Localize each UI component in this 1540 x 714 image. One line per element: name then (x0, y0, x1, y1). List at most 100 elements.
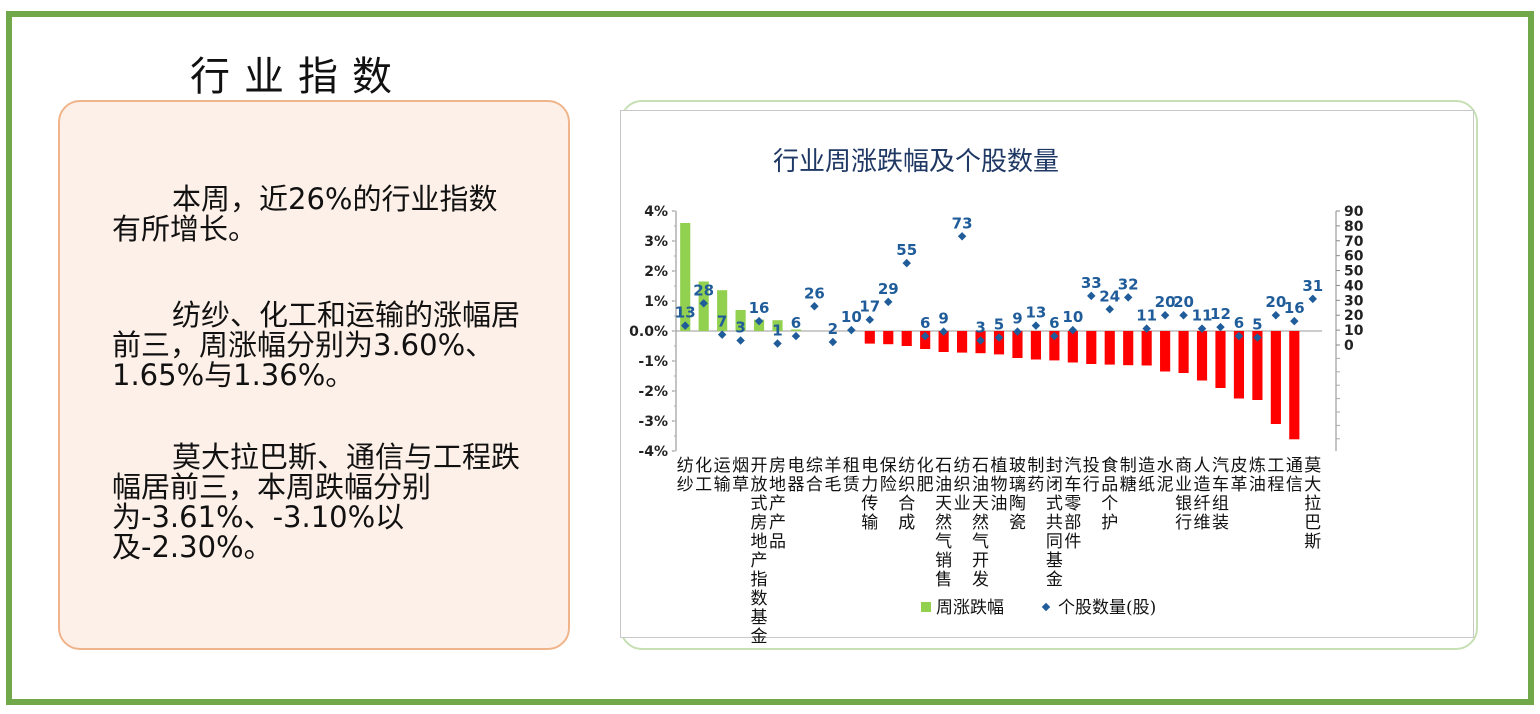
count-label-造纸: 11 (1136, 307, 1157, 325)
category-label-房地产: 房地产产品 (769, 456, 786, 552)
count-label-运输: 7 (717, 313, 727, 331)
count-point-石油天然气销售 (939, 327, 948, 336)
bar-通信 (1289, 331, 1300, 440)
bar-石油天然气销售 (938, 331, 949, 352)
count-point-通信 (1290, 316, 1299, 326)
count-point-水泥 (1160, 310, 1170, 320)
count-point-玻璃陶瓷 (1013, 327, 1022, 336)
summary-box: 本周，近26%的行业指数有所增长。 纺纱、化工和运输的涨幅居前三，周涨幅分别为3… (58, 100, 570, 650)
bar-玻璃陶瓷 (1012, 331, 1023, 358)
category-label-玻璃陶瓷: 玻璃陶瓷 (1009, 456, 1026, 533)
count-label-化工: 28 (693, 281, 714, 299)
count-label-化肥: 6 (920, 314, 930, 332)
count-point-皮革 (1234, 331, 1244, 341)
bar-商业银行 (1178, 331, 1189, 373)
count-point-炼油 (1253, 333, 1262, 342)
legend-dot-swatch (1041, 602, 1051, 612)
count-label-商业银行: 20 (1173, 293, 1194, 311)
count-label-炼油: 5 (1252, 316, 1262, 334)
category-label-开放式房地产指数基金: 开放式房地产指数基金 (751, 456, 768, 647)
count-label-房地产: 1 (772, 322, 782, 340)
count-point-羊毛 (828, 337, 838, 347)
bar-炼油 (1252, 331, 1263, 400)
count-label-玻璃陶瓷: 9 (1012, 310, 1022, 328)
bar-工程 (1270, 331, 1281, 424)
count-point-运输 (717, 330, 727, 339)
count-label-人造纤维: 11 (1192, 307, 1213, 325)
right-axis-tick-label: 50 (1344, 264, 1364, 280)
bar-皮革 (1233, 331, 1245, 399)
count-label-电力: 17 (859, 298, 880, 316)
count-point-化工 (699, 299, 708, 308)
bar-纺织 (901, 331, 912, 346)
count-point-食品 (1105, 305, 1114, 314)
category-label-造纸: 造纸 (1138, 456, 1155, 495)
category-label-保险: 保险 (880, 456, 897, 495)
count-label-电器: 6 (791, 314, 801, 332)
summary-paragraph-2: 纺纱、化工和运输的涨幅居前三，周涨幅分别为3.60%、1.65%与1.36%。 (112, 298, 521, 392)
right-axis-tick-label: 80 (1344, 219, 1364, 235)
bar-制药 (1030, 331, 1041, 360)
category-label-纺织: 纺织合成 (898, 456, 915, 533)
category-label-电力: 电力传输 (861, 456, 878, 533)
bar-水泥 (1160, 331, 1171, 372)
category-label-石油天然气销售: 石油天然气销售 (935, 456, 952, 590)
count-label-食品: 24 (1099, 287, 1120, 305)
left-axis-tick-label: -2% (638, 384, 668, 400)
category-label-租赁: 租赁 (843, 456, 860, 495)
bar-汽车零部件 (1067, 331, 1078, 363)
page-title: 行业指数 (190, 54, 406, 100)
category-label-化工: 化工 (695, 456, 712, 495)
right-axis-tick-label: 40 (1344, 278, 1364, 294)
category-label-商业银行: 商业银行 (1175, 456, 1192, 533)
count-point-开放式房地产指数基金 (754, 316, 764, 326)
category-label-汽车零部件: 汽车零部件 (1064, 456, 1081, 552)
count-point-房地产 (773, 339, 782, 348)
legend-dot-label: 个股数量(股) (1058, 598, 1156, 618)
legend-bar-swatch (921, 602, 931, 612)
count-label-纺纱: 13 (675, 304, 696, 322)
right-axis-tick-label: 60 (1344, 249, 1364, 265)
count-label-保险: 29 (878, 280, 899, 298)
count-label-石油天然气开发: 3 (975, 319, 985, 337)
category-label-电器: 电器 (787, 456, 804, 495)
right-axis-tick-label: 70 (1344, 234, 1364, 250)
summary-paragraph-3: 莫大拉巴斯、通信与工程跌幅居前三，本周跌幅分别为-3.61%、-3.10%以及-… (112, 440, 521, 564)
count-point-商业银行 (1179, 310, 1188, 320)
count-point-汽车组装 (1216, 322, 1225, 332)
count-point-电力 (865, 315, 875, 324)
bar-造纸 (1141, 331, 1152, 366)
count-point-化肥 (920, 331, 930, 341)
count-point-制药 (1031, 321, 1041, 330)
legend-bar-label: 周涨跌幅 (936, 598, 1004, 618)
count-point-造纸 (1142, 324, 1151, 333)
count-point-租赁 (847, 325, 856, 335)
right-axis-tick-label: 0 (1344, 338, 1354, 354)
count-label-羊毛: 2 (828, 320, 838, 338)
category-label-纺纱: 纺纱 (677, 456, 694, 495)
count-label-石油天然气销售: 9 (938, 310, 948, 328)
count-label-植物油: 5 (994, 316, 1004, 334)
count-label-烟草: 3 (735, 319, 745, 337)
count-point-保险 (884, 297, 893, 307)
count-label-汽车零部件: 10 (1062, 308, 1083, 326)
category-label-制药: 制药 (1027, 456, 1044, 495)
bar-投行 (1086, 331, 1097, 364)
count-label-开放式房地产指数基金: 16 (749, 299, 770, 317)
category-label-烟草: 烟草 (732, 456, 749, 495)
category-label-纺织业: 纺织业 (954, 456, 971, 514)
bar-制糖 (1123, 331, 1134, 366)
category-label-皮革: 皮革 (1230, 456, 1247, 495)
bar-运输 (717, 290, 728, 331)
count-label-皮革: 6 (1234, 314, 1244, 332)
count-point-封闭式共同基金 (1050, 331, 1059, 341)
category-label-食品: 食品个护 (1101, 456, 1118, 533)
count-label-制糖: 32 (1118, 275, 1139, 293)
count-point-烟草 (736, 336, 745, 345)
count-label-工程: 20 (1265, 293, 1286, 311)
count-point-莫大拉巴斯 (1308, 294, 1318, 304)
category-label-人造纤维: 人造纤维 (1194, 456, 1211, 533)
category-label-化肥: 化肥 (917, 456, 934, 495)
category-label-植物油: 植物油 (991, 456, 1008, 514)
count-point-综合 (810, 302, 819, 311)
